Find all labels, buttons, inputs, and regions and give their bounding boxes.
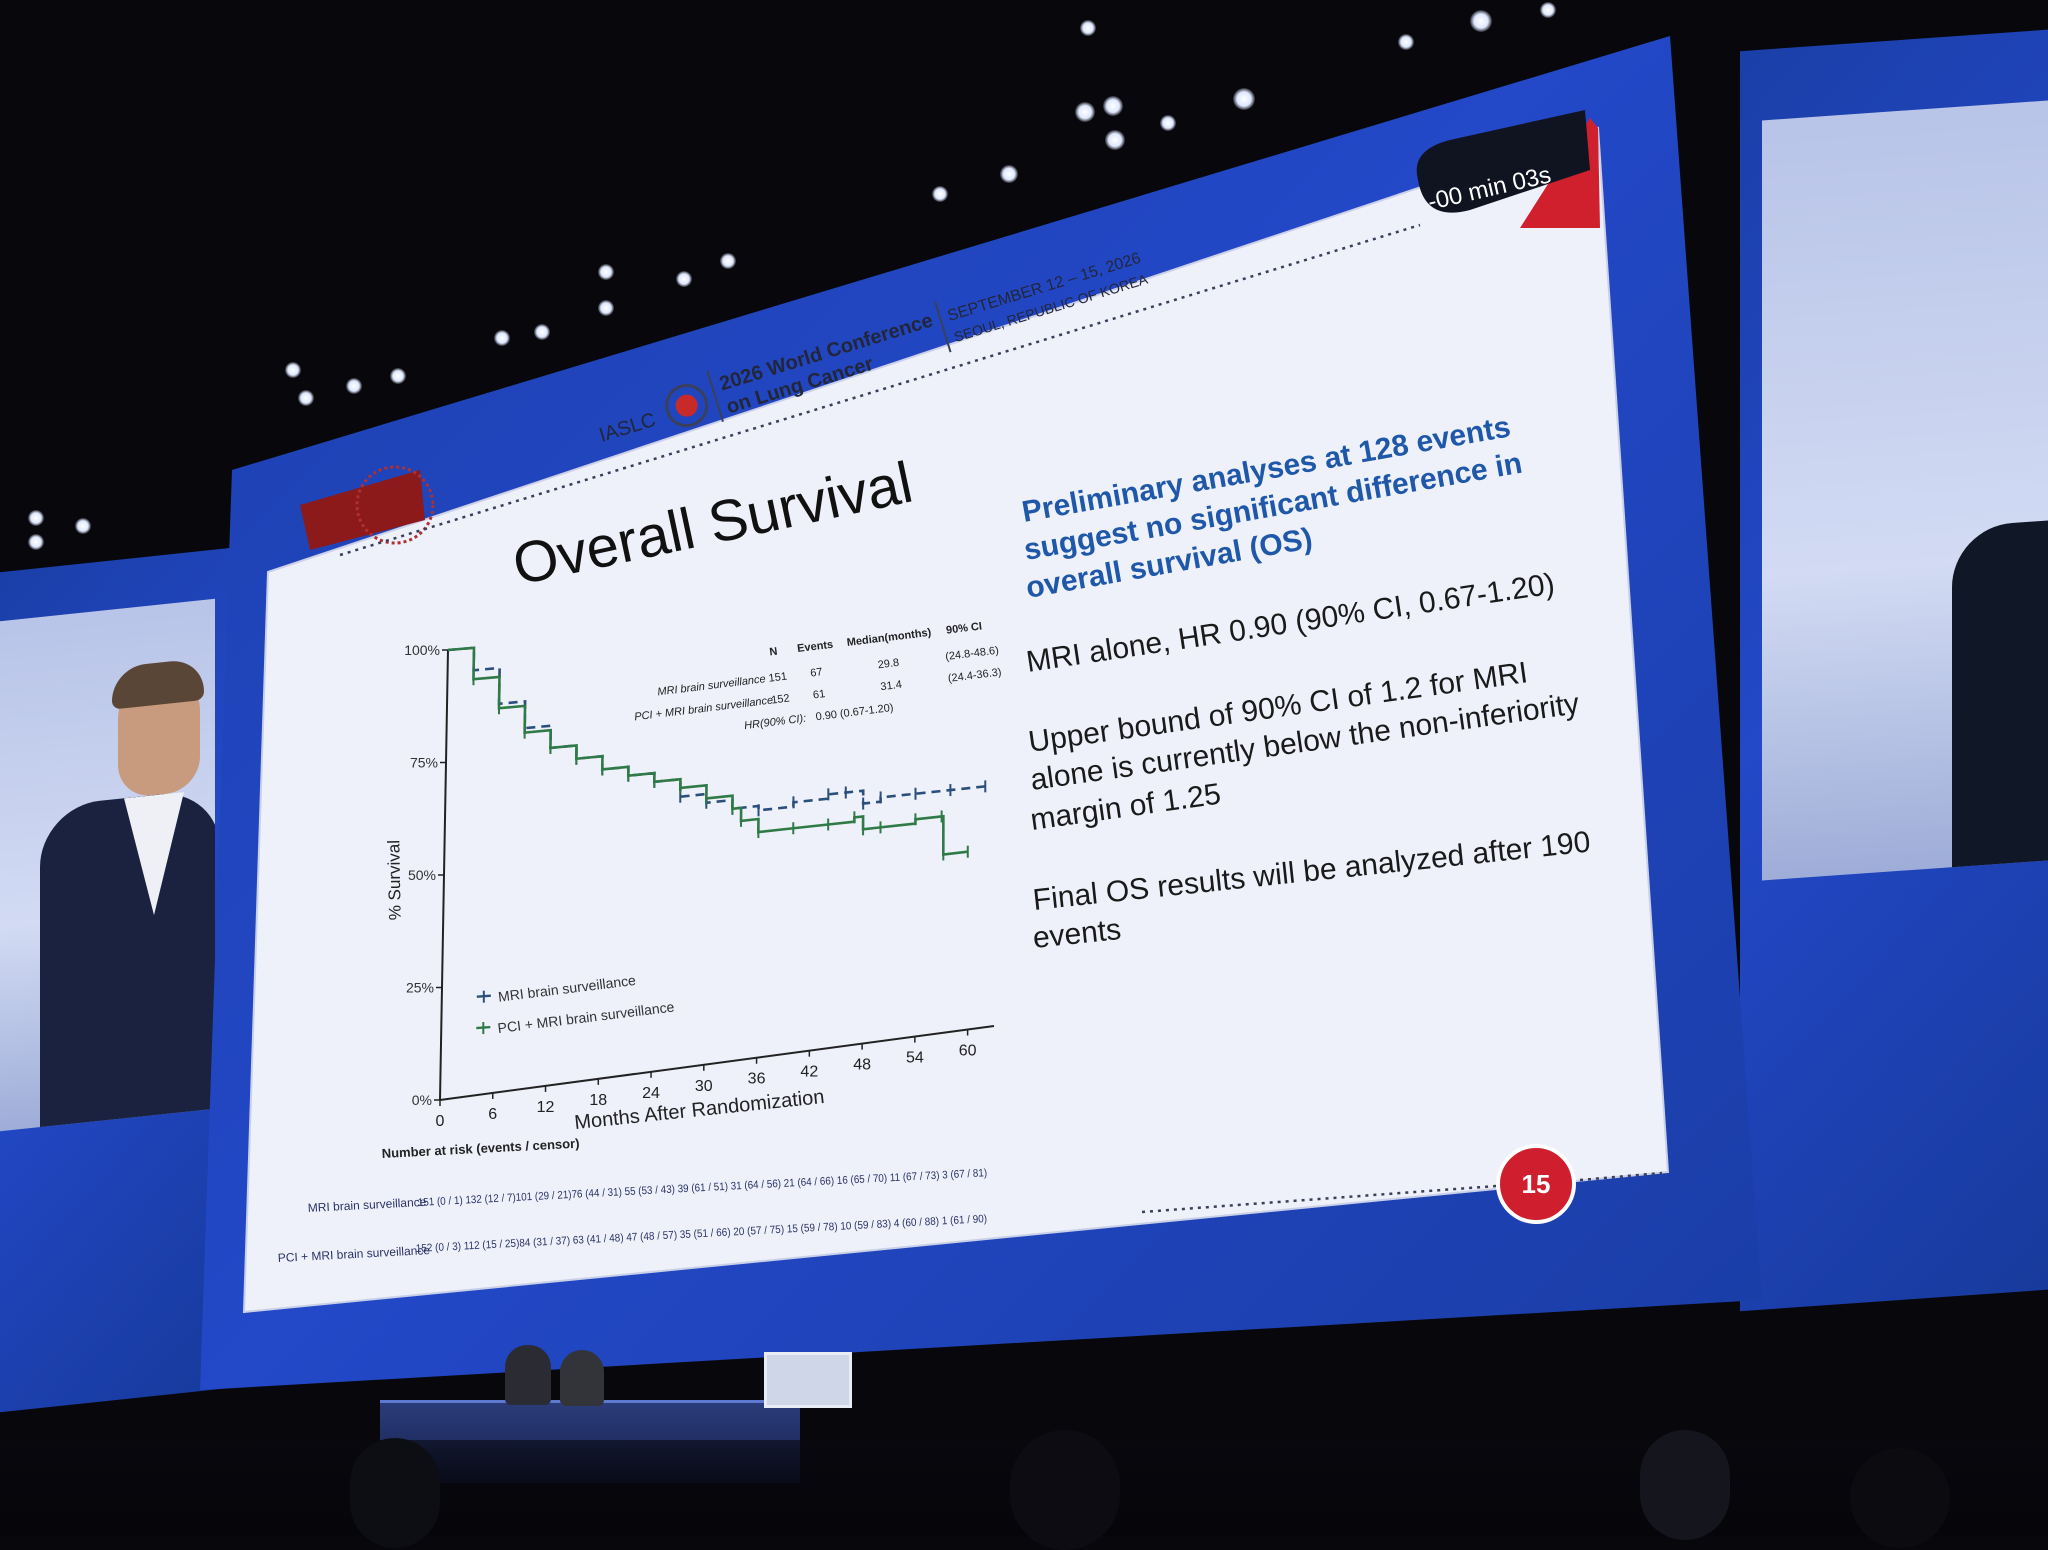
page-number: 15 (1522, 1169, 1551, 1199)
wclc-seal-icon (665, 384, 709, 428)
row1-median: 29.8 (877, 657, 900, 672)
y-tick-label: 75% (410, 755, 438, 771)
x-tick-label: 0 (436, 1113, 445, 1130)
x-axis (439, 1025, 995, 1101)
row2-median: 31.4 (880, 679, 903, 694)
iaslc-logo: IASLC (597, 409, 659, 447)
audience-head-1 (350, 1438, 440, 1548)
x-tick-label: 36 (748, 1071, 766, 1088)
page-number-badge: 15 (1496, 1144, 1576, 1224)
x-tick-label: 42 (800, 1064, 818, 1081)
x-tick-label: 48 (853, 1057, 871, 1074)
x-tick-label: 6 (488, 1106, 497, 1123)
panelist-2 (560, 1350, 604, 1406)
panelist-1 (505, 1345, 551, 1405)
corner-graphic (300, 465, 435, 550)
monitor (764, 1352, 852, 1408)
row1-events: 67 (810, 666, 824, 679)
x-tick-label: 24 (642, 1085, 660, 1102)
x-tick-label: 18 (589, 1092, 607, 1109)
y-tick-label: 100% (404, 642, 440, 658)
x-tick-label: 30 (695, 1078, 713, 1095)
y-axis-label: % Survival (384, 840, 404, 921)
col-ci: 90% CI (945, 620, 982, 636)
x-tick-label: 60 (959, 1043, 977, 1060)
y-tick-label: 0% (412, 1092, 432, 1108)
audience-head-3 (1640, 1430, 1730, 1540)
audience-head-2 (1010, 1430, 1120, 1550)
km-curve-mri (447, 646, 986, 812)
risk-row1-label: MRI brain surveillance (307, 1195, 427, 1215)
col-events: Events (797, 639, 834, 655)
y-tick-label: 50% (408, 867, 436, 883)
row1-n: 151 (768, 671, 788, 685)
x-tick-label: 54 (906, 1050, 924, 1067)
km-curve-pci-mri (447, 646, 968, 856)
audience-head-4 (1850, 1448, 1950, 1548)
row2-n: 152 (771, 692, 791, 706)
col-n: N (769, 646, 778, 659)
y-tick-label: 25% (406, 980, 434, 996)
x-tick-label: 12 (537, 1099, 555, 1116)
row2-events: 61 (812, 688, 826, 701)
